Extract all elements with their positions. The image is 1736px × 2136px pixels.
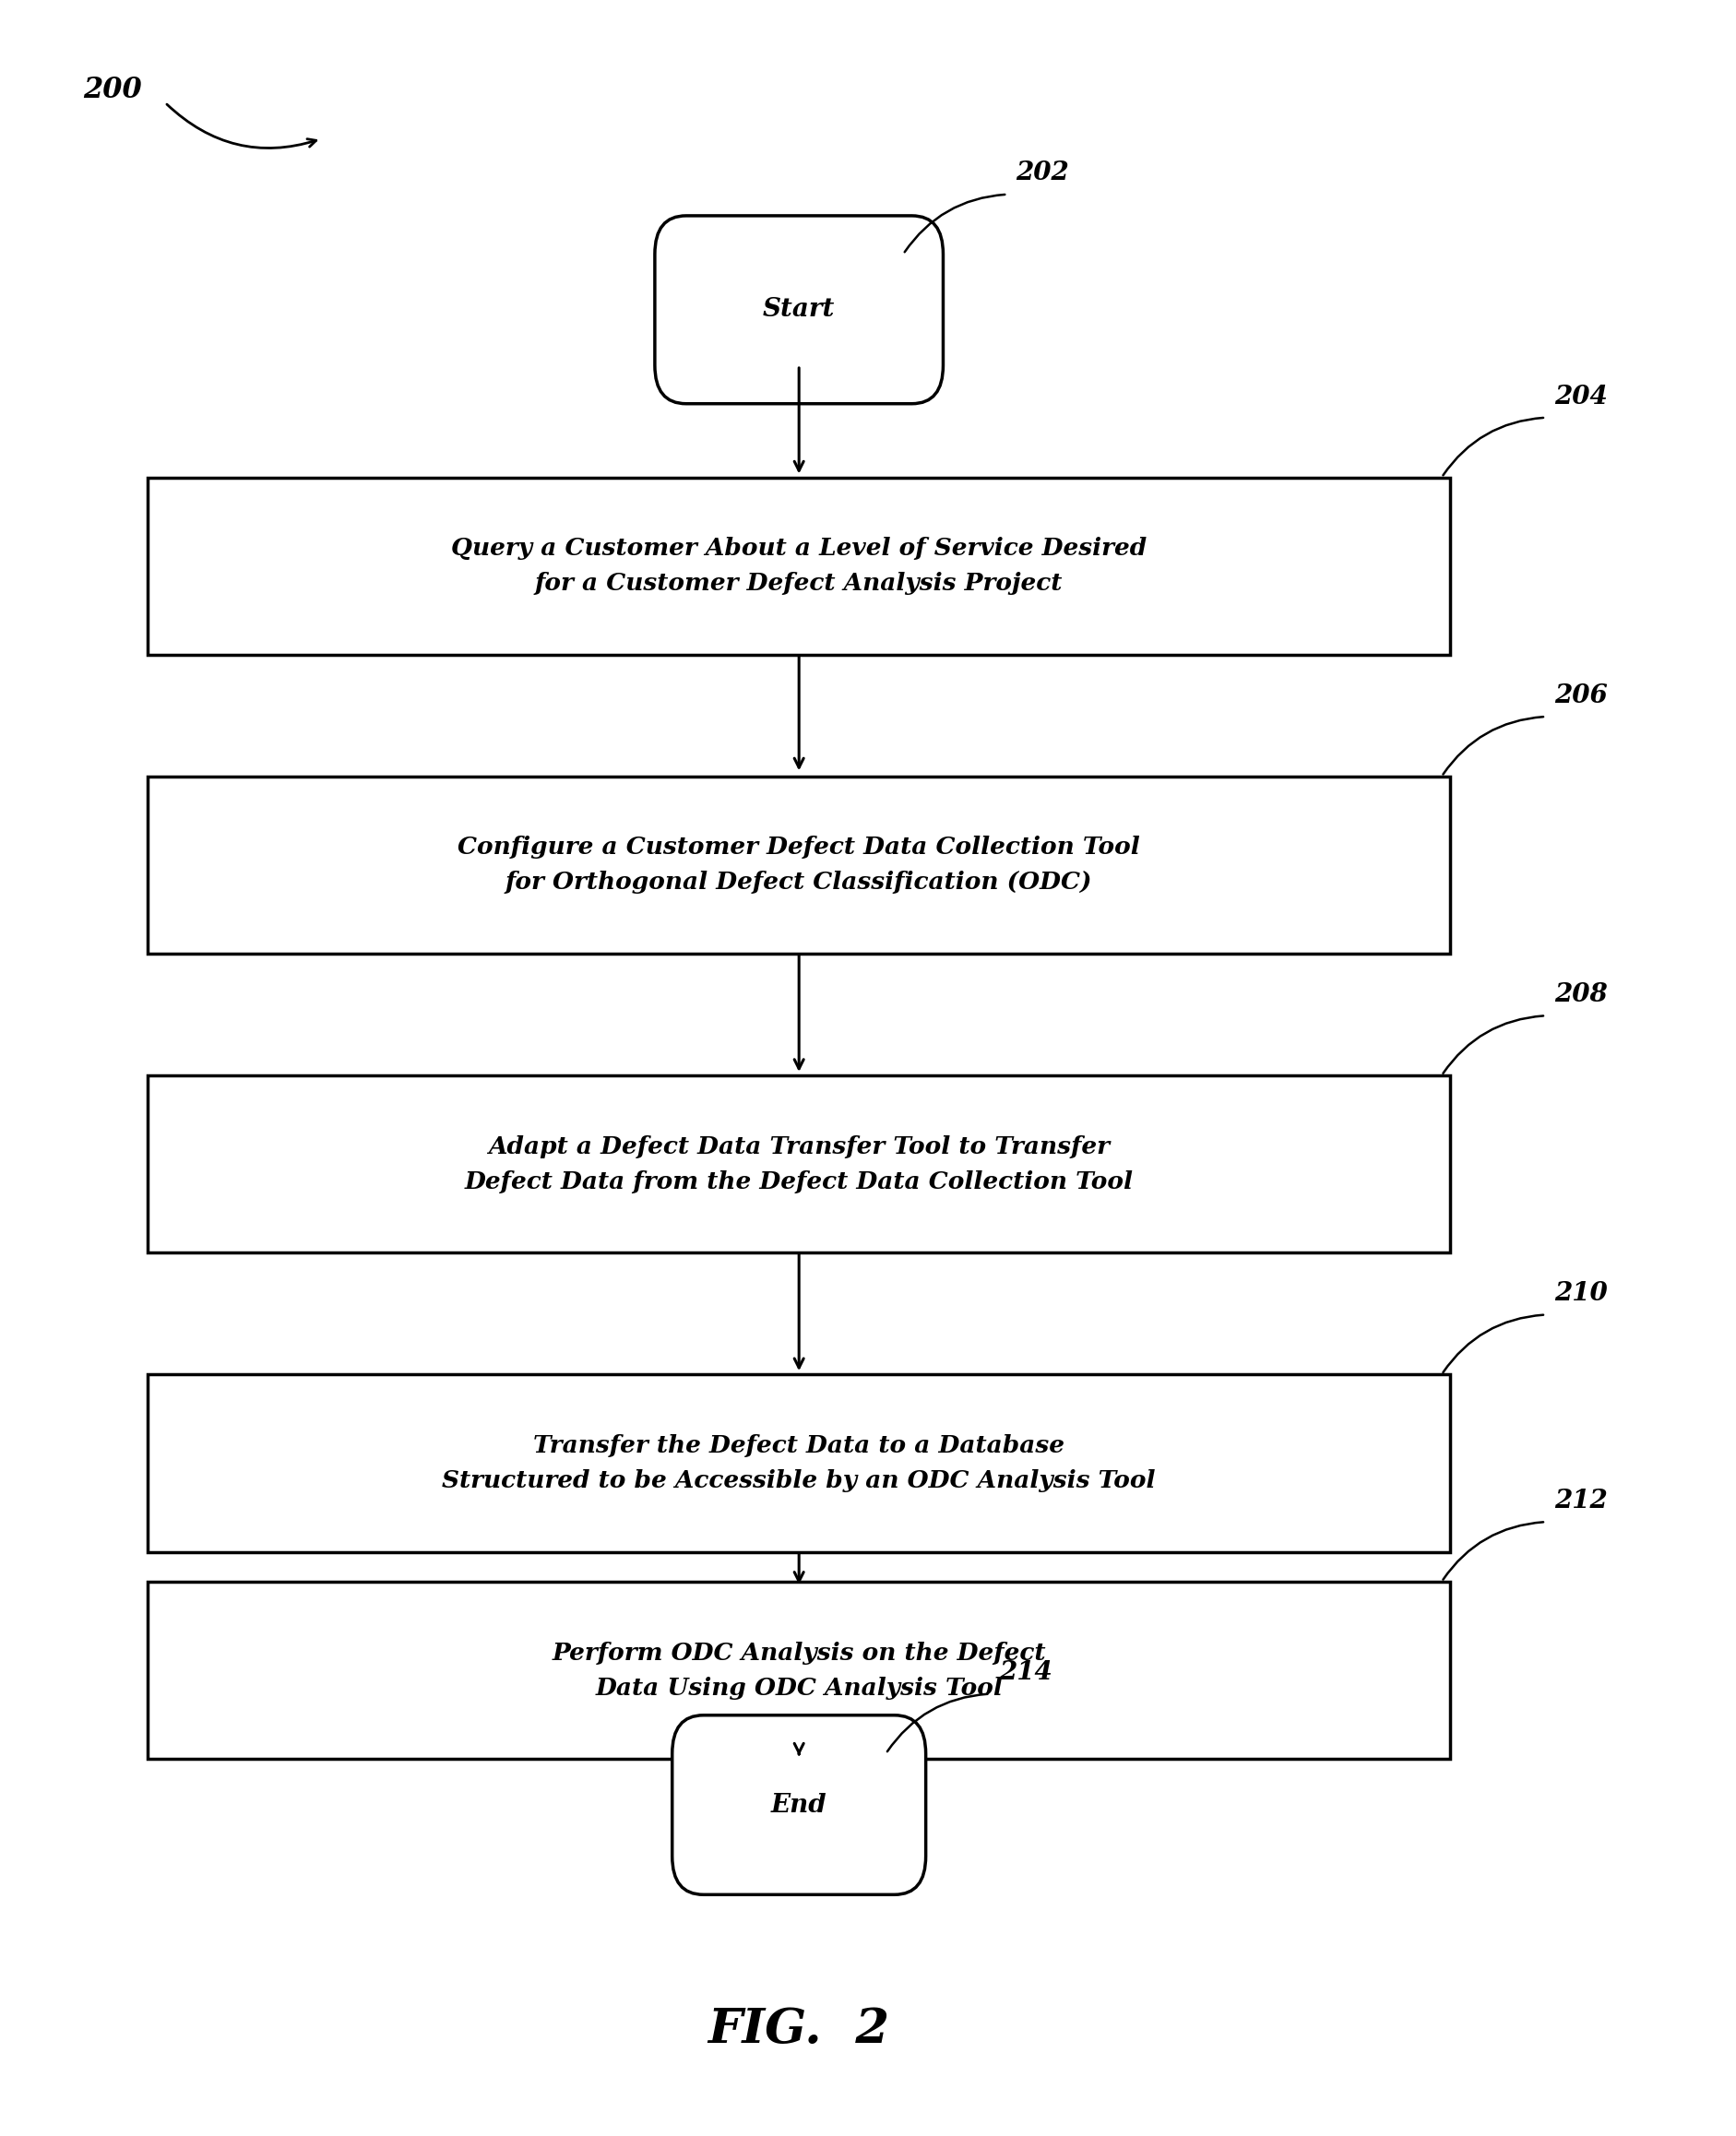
Text: Query a Customer About a Level of Service Desired
for a Customer Defect Analysis: Query a Customer About a Level of Servic…: [451, 536, 1146, 596]
FancyBboxPatch shape: [148, 778, 1450, 953]
FancyBboxPatch shape: [672, 1715, 925, 1895]
Text: 210: 210: [1554, 1282, 1608, 1305]
FancyBboxPatch shape: [148, 1074, 1450, 1252]
FancyBboxPatch shape: [654, 216, 943, 404]
Text: Perform ODC Analysis on the Defect
Data Using ODC Analysis Tool: Perform ODC Analysis on the Defect Data …: [552, 1640, 1045, 1700]
Text: 208: 208: [1554, 983, 1608, 1008]
Text: 214: 214: [998, 1660, 1052, 1685]
Text: Transfer the Defect Data to a Database
Structured to be Accessible by an ODC Ana: Transfer the Defect Data to a Database S…: [443, 1433, 1154, 1493]
Text: 200: 200: [83, 75, 142, 105]
Text: Start: Start: [762, 297, 835, 323]
Text: 206: 206: [1554, 684, 1608, 709]
Text: 204: 204: [1554, 384, 1608, 410]
FancyBboxPatch shape: [148, 1376, 1450, 1551]
Text: Adapt a Defect Data Transfer Tool to Transfer
Defect Data from the Defect Data C: Adapt a Defect Data Transfer Tool to Tra…: [464, 1134, 1134, 1194]
Text: Configure a Customer Defect Data Collection Tool
for Orthogonal Defect Classific: Configure a Customer Defect Data Collect…: [458, 835, 1139, 895]
FancyBboxPatch shape: [148, 1581, 1450, 1760]
Text: End: End: [771, 1792, 826, 1818]
Text: 202: 202: [1016, 160, 1069, 186]
Text: FIG.  2: FIG. 2: [708, 2006, 889, 2053]
Text: 212: 212: [1554, 1489, 1608, 1512]
FancyBboxPatch shape: [148, 478, 1450, 656]
